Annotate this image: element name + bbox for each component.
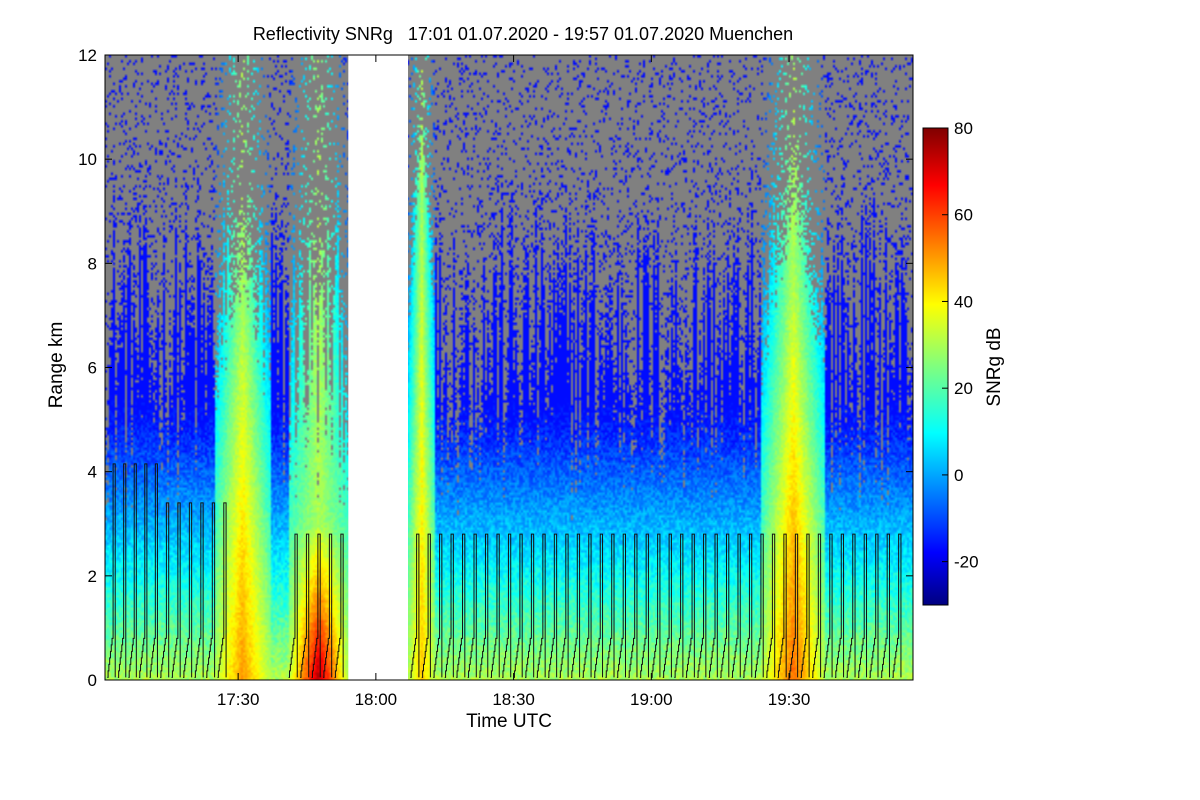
y-tick-label: 4 — [88, 463, 97, 482]
scan-pattern-line — [857, 533, 868, 678]
scan-pattern-line — [685, 533, 695, 678]
scan-pattern-line — [456, 533, 466, 678]
scan-pattern-line — [880, 533, 890, 678]
scan-pattern-line — [800, 533, 810, 678]
colorbar-tick-label: 60 — [954, 206, 973, 225]
scan-pattern-line — [479, 533, 489, 678]
scan-pattern-line — [311, 533, 321, 678]
scan-pattern-line — [846, 533, 856, 678]
scan-pattern-line — [160, 502, 170, 678]
y-axis-ticks: 0 2 4 6 8 10 12 — [78, 46, 913, 690]
y-tick-label: 12 — [78, 46, 97, 65]
scan-pattern-line — [628, 533, 638, 678]
scan-pattern-line — [128, 463, 137, 678]
scan-pattern-line — [490, 533, 500, 678]
scan-pattern-line — [812, 533, 822, 678]
scan-pattern-line — [536, 533, 546, 678]
scan-pattern-line — [444, 533, 454, 678]
colorbar-tick-label: -20 — [954, 553, 979, 572]
scan-pattern-line — [651, 533, 661, 678]
x-tick-label: 18:30 — [492, 690, 535, 709]
scan-pattern-line — [559, 533, 569, 678]
colorbar-tick-label: 40 — [954, 292, 973, 311]
plot-area: 17:30 18:00 18:30 19:00 19:30 0 2 4 6 8 10 12 — [78, 46, 914, 709]
scan-pattern-line — [502, 533, 512, 678]
scan-pattern-line — [171, 502, 181, 678]
scan-pattern-line — [323, 533, 333, 678]
colorbar: -20 0 20 40 60 80 SNRg dB — [922, 119, 1005, 606]
scan-pattern-line — [616, 533, 626, 678]
scan-pattern-line — [513, 533, 523, 678]
scan-pattern-line — [117, 463, 127, 678]
scan-pattern-line — [194, 502, 204, 678]
x-axis-label: Time UTC — [466, 711, 552, 732]
scan-pattern-line — [754, 533, 764, 678]
scan-pattern-line — [288, 533, 298, 678]
scan-pattern-line — [777, 533, 787, 678]
y-tick-label: 0 — [88, 671, 97, 690]
snr-heatmap — [105, 55, 913, 680]
scan-pattern-line — [217, 502, 227, 678]
scan-pattern-line — [697, 533, 707, 678]
scan-pattern-line — [582, 533, 592, 678]
scan-pattern-line — [605, 533, 615, 678]
scan-pattern-line — [548, 533, 558, 678]
colorbar-label: SNRg dB — [984, 327, 1005, 406]
colorbar-scale — [922, 127, 949, 606]
scan-pattern-lines — [107, 463, 902, 678]
scan-pattern-line — [731, 533, 741, 678]
colorbar-tick-label: 80 — [954, 119, 973, 138]
scan-pattern-line — [300, 533, 310, 678]
scan-pattern-line — [433, 533, 443, 678]
scan-pattern-line — [467, 533, 477, 678]
scan-pattern-line — [183, 502, 193, 678]
scan-pattern-line — [107, 463, 116, 678]
scan-pattern-line — [662, 533, 672, 678]
x-tick-label: 19:00 — [630, 690, 673, 709]
x-axis-ticks: 17:30 18:00 18:30 19:00 19:30 — [217, 55, 810, 709]
scan-pattern-line — [570, 533, 581, 678]
y-axis-label: Range km — [46, 322, 67, 409]
scan-pattern-line — [834, 533, 845, 678]
scan-pattern-line — [766, 533, 776, 678]
y-tick-label: 6 — [88, 359, 97, 378]
scan-pattern-line — [525, 533, 535, 678]
scan-pattern-line — [138, 463, 148, 678]
scan-pattern-line — [206, 502, 216, 678]
scan-pattern-line — [410, 533, 420, 678]
scan-pattern-line — [593, 533, 604, 678]
x-tick-label: 17:30 — [217, 690, 260, 709]
scan-pattern-line — [421, 533, 431, 678]
y-tick-label: 8 — [88, 254, 97, 273]
colorbar-ticks: -20 0 20 40 60 80 — [942, 119, 979, 572]
x-tick-label: 18:00 — [355, 690, 398, 709]
scan-pattern-line — [720, 533, 730, 678]
scan-pattern-line — [149, 463, 158, 678]
chart-title: Reflectivity SNRg 17:01 01.07.2020 - 19:… — [253, 24, 793, 44]
y-tick-label: 2 — [88, 567, 97, 586]
scan-pattern-line — [708, 533, 718, 678]
scan-pattern-line — [789, 533, 799, 678]
scan-pattern-line — [892, 533, 902, 678]
colorbar-tick-label: 0 — [954, 466, 963, 485]
scan-pattern-line — [639, 533, 649, 678]
scan-pattern-line — [823, 533, 833, 678]
scan-pattern-line — [743, 533, 753, 678]
scan-pattern-line — [674, 533, 684, 678]
y-tick-label: 10 — [78, 150, 97, 169]
colorbar-tick-label: 20 — [954, 379, 973, 398]
data-gap — [348, 55, 408, 680]
scan-pattern-line — [334, 533, 344, 678]
x-tick-label: 19:30 — [768, 690, 811, 709]
scan-pattern-line — [869, 533, 879, 678]
